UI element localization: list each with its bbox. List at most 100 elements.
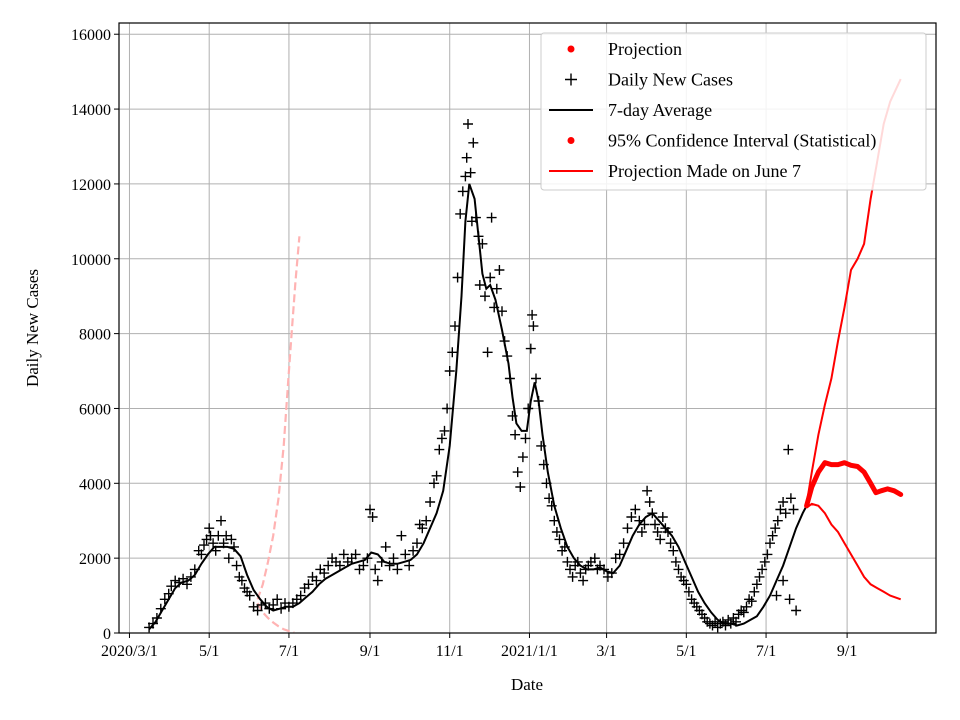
daily-cases-marker: [765, 538, 775, 549]
y-tick-label: 4000: [79, 476, 111, 493]
daily-cases-marker: [434, 444, 445, 455]
daily-cases-marker: [578, 575, 589, 586]
daily-cases-marker: [199, 540, 209, 551]
old-projection-lines: [256, 236, 301, 634]
plot-frame: [118, 22, 937, 634]
legend-label-projection: Projection: [608, 39, 682, 59]
x-tick-label: 7/1: [279, 643, 299, 660]
y-tick-label: 12000: [71, 177, 111, 194]
daily-cases-marker: [350, 549, 361, 560]
daily-cases-marker: [380, 541, 391, 552]
daily-cases-marker: [527, 309, 538, 320]
x-axis-ticks: 2020/3/1 5/1 7/1 9/1 11/1 2021/1/1 3/1 5/1 7/1 9/…: [101, 633, 857, 660]
daily-cases-marker: [520, 433, 531, 444]
daily-cases-marker: [562, 556, 573, 567]
daily-cases-marker: [510, 429, 521, 440]
daily-cases-marker: [319, 568, 330, 579]
daily-cases-marker: [323, 560, 334, 571]
daily-cases-marker: [400, 549, 411, 560]
daily-cases-marker: [425, 497, 436, 507]
daily-cases-marker: [512, 467, 523, 478]
daily-cases-marker: [417, 523, 428, 534]
series-projection-center: [804, 460, 904, 509]
daily-cases-marker: [652, 527, 663, 537]
daily-cases-marker: [575, 568, 586, 579]
daily-cases-marker: [759, 556, 770, 567]
daily-cases-marker: [334, 560, 345, 571]
daily-cases-marker: [442, 403, 453, 414]
daily-cases-marker: [463, 119, 473, 129]
daily-cases-marker: [650, 519, 660, 530]
daily-cases-marker: [384, 560, 395, 571]
daily-cases-marker: [567, 571, 578, 582]
daily-cases-marker: [444, 366, 455, 376]
y-tick-label: 10000: [71, 252, 111, 269]
daily-cases-marker: [554, 534, 565, 545]
daily-cases-marker: [450, 321, 460, 332]
daily-cases-marker: [639, 519, 650, 530]
y-tick-label: 2000: [79, 551, 111, 568]
daily-cases-marker: [644, 497, 655, 507]
x-tick-label: 11/1: [436, 643, 464, 660]
x-tick-label: 5/1: [199, 643, 219, 660]
daily-cases-marker: [372, 575, 383, 586]
daily-cases-marker: [749, 586, 760, 597]
seven-day-average-line: [148, 183, 808, 630]
y-axis-ticks: 0 2000 4000 6000 8000 10000 12000 14000 16000: [71, 27, 119, 643]
daily-cases-marker: [771, 590, 782, 601]
daily-cases-marker: [480, 291, 490, 302]
daily-cases-marker: [216, 515, 226, 526]
daily-cases-marker: [465, 167, 476, 178]
daily-cases-marker: [447, 347, 458, 358]
daily-cases-marker: [630, 504, 641, 515]
daily-cases-marker: [622, 523, 633, 534]
daily-cases-marker: [754, 571, 765, 582]
daily-cases-marker: [670, 556, 681, 567]
daily-cases-marker: [704, 618, 715, 629]
daily-cases-marker: [738, 607, 749, 618]
daily-cases-marker: [681, 579, 692, 590]
legend-label-7-day-average: 7-day Average: [608, 100, 712, 120]
x-tick-label: 9/1: [360, 643, 380, 660]
daily-cases-marker: [515, 482, 526, 492]
daily-cases-marker: [775, 504, 786, 515]
y-tick-label: 16000: [71, 27, 111, 44]
daily-cases-marker: [236, 575, 247, 586]
y-axis-label: Daily New Cases: [23, 269, 42, 387]
daily-cases-marker: [421, 515, 432, 526]
daily-cases-marker: [252, 605, 263, 616]
daily-cases-marker: [221, 530, 232, 541]
daily-cases-marker: [614, 549, 625, 560]
daily-cases-marker: [295, 590, 306, 601]
x-tick-label: 2020/3/1: [101, 643, 158, 660]
legend: Projection Daily New Cases 7-day Average 95…: [540, 32, 927, 191]
y-tick-label: 8000: [79, 327, 111, 344]
x-tick-label: 2021/1/1: [501, 643, 558, 660]
daily-cases-marker: [452, 272, 463, 283]
daily-cases-marker: [778, 497, 789, 507]
daily-cases-marker: [474, 280, 485, 290]
daily-cases-marker: [741, 601, 752, 612]
legend-label-daily-new-cases: Daily New Cases: [608, 70, 733, 90]
daily-cases-marker: [683, 586, 694, 597]
series-projection-made-on-june-7-upper: [256, 236, 301, 600]
daily-cases-marker: [673, 564, 684, 575]
daily-cases-marker: [636, 527, 647, 537]
daily-cases-marker: [780, 508, 791, 519]
x-axis-label: Date: [511, 675, 543, 694]
y-tick-label: 6000: [79, 401, 111, 418]
daily-cases-marker: [784, 594, 795, 605]
daily-cases-marker: [762, 549, 773, 560]
daily-cases-marker: [457, 186, 468, 197]
legend-label-projection-made-on-june-7: Projection Made on June 7: [608, 161, 801, 181]
daily-cases-marker: [439, 425, 450, 436]
daily-cases-marker: [665, 538, 676, 549]
daily-cases-marker: [358, 560, 369, 571]
daily-cases-marker: [744, 594, 755, 605]
daily-cases-marker: [460, 171, 471, 182]
daily-cases-marker: [589, 553, 600, 564]
legend-marker-projection: [567, 45, 575, 53]
daily-cases-marker: [517, 452, 528, 463]
daily-cases-marker: [565, 564, 575, 575]
